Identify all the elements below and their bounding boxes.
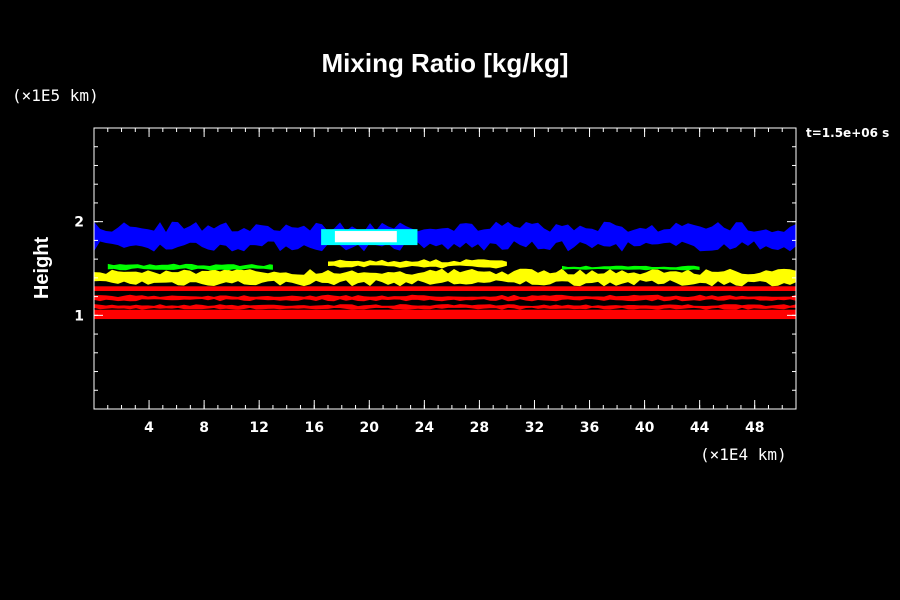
mixing-band-0-2 [94, 294, 796, 302]
mixing-band-1-0 [94, 268, 796, 287]
x-tick-label: 16 [304, 420, 323, 436]
y-tick-label: 2 [74, 215, 84, 231]
y-unit-label: (×1E5 km) [12, 86, 99, 105]
x-tick-label: 12 [249, 420, 268, 436]
x-unit-label: (×1E4 km) [700, 445, 787, 464]
mixing-band-0-3 [94, 286, 796, 291]
mixing-band-1-1 [328, 259, 507, 269]
x-tick-label: 28 [470, 420, 489, 436]
y-axis-title: Height [31, 237, 53, 300]
y-tick-label: 1 [74, 308, 84, 324]
chart-title: Mixing Ratio [kg/kg] [322, 48, 569, 78]
plot-frame [93, 127, 797, 410]
mixing-band-0-0 [94, 309, 796, 320]
x-tick-label: 44 [690, 420, 710, 436]
x-tick-label: 4 [144, 420, 154, 436]
x-tick-label: 48 [745, 420, 764, 436]
plot-area [94, 221, 796, 320]
x-tick-label: 24 [415, 420, 435, 436]
mixing-band-3-0 [94, 221, 796, 252]
mixing-band-2-1 [562, 265, 700, 271]
x-tick-label: 8 [199, 420, 209, 436]
mixing-band-5-0 [334, 231, 397, 243]
time-label: t=1.5e+06 s [806, 126, 889, 140]
x-tick-label: 32 [525, 420, 544, 436]
mixing-band-2-0 [107, 263, 273, 271]
mixing-band-0-1 [94, 304, 796, 310]
x-tick-label: 36 [580, 420, 599, 436]
x-tick-label: 20 [360, 420, 380, 436]
x-tick-label: 40 [635, 420, 655, 436]
